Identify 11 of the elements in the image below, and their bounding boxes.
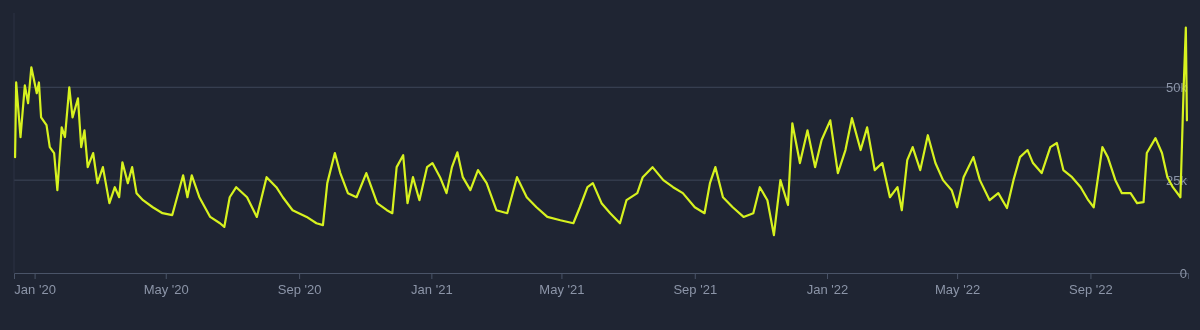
x-tick-label: Jan '22 <box>806 282 849 298</box>
y-tick-label: 0 <box>1179 265 1187 281</box>
x-tick-label: Jan '20 <box>14 282 56 298</box>
x-tick-label: Jan '21 <box>411 282 453 298</box>
x-tick-label: Sep '20 <box>277 282 322 298</box>
x-tick-label: Sep '21 <box>673 282 718 298</box>
line-series <box>13 26 1189 237</box>
x-tick-label: May '20 <box>143 282 189 298</box>
x-tick-label: Sep '22 <box>1069 282 1113 298</box>
x-tick-label: May '22 <box>935 282 981 298</box>
x-tick-label: May '21 <box>539 282 585 298</box>
